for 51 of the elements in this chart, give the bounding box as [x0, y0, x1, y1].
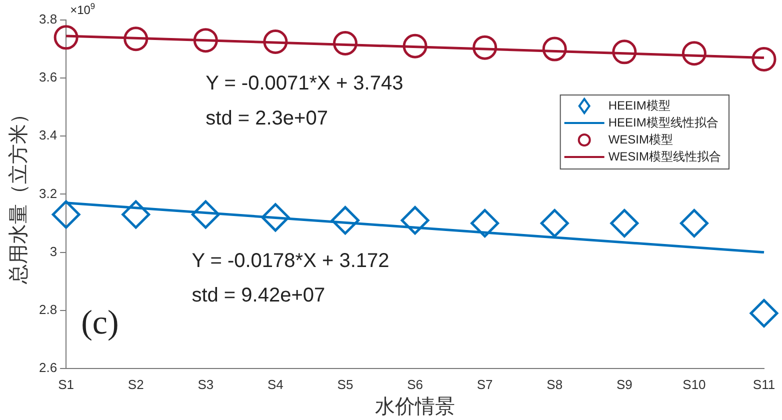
point: [400, 206, 430, 235]
annotation: std = 2.3e+07: [206, 108, 328, 130]
point: [52, 200, 80, 229]
point: [542, 36, 567, 62]
point: [193, 28, 218, 53]
annotation: Y = -0.0178*X + 3.172: [192, 250, 390, 272]
y-tick-label: 2.6: [38, 360, 58, 375]
x-tick-label: S1: [58, 376, 74, 392]
x-tick-label: S9: [616, 376, 632, 392]
point: [54, 25, 78, 50]
point: [752, 46, 776, 72]
point: [332, 30, 358, 56]
x-axis-title: 水价情景: [375, 394, 456, 418]
point: [682, 41, 706, 66]
x-tick-label: S2: [128, 376, 144, 392]
y-tick-label: 3: [50, 244, 58, 259]
point: [612, 40, 637, 64]
point: [191, 200, 220, 229]
point: [330, 206, 360, 235]
point: [124, 26, 148, 52]
annotation: std = 9.42e+07: [192, 284, 326, 307]
x-tick-label: S7: [476, 376, 493, 392]
point: [470, 208, 500, 238]
x-tick-label: S8: [546, 376, 563, 392]
point: [750, 298, 778, 328]
y-tick-label: 2.8: [38, 302, 58, 317]
x-tick-label: S11: [752, 376, 776, 392]
x-tick-label: S10: [682, 376, 706, 392]
point: [402, 34, 428, 58]
annotation: Y = -0.0071*X + 3.743: [206, 72, 404, 95]
x-tick-label: S6: [407, 376, 423, 392]
point: [540, 208, 569, 238]
y-tick-label: 3.4: [38, 128, 58, 143]
point: [263, 30, 288, 54]
point: [122, 200, 150, 229]
point: [610, 208, 639, 238]
legend-label: WESIM模型: [608, 132, 674, 146]
y-tick-label: 3.6: [38, 70, 58, 85]
x-tick-label: S5: [337, 376, 354, 392]
x-tick-label: S3: [198, 376, 214, 392]
legend-label: HEEIM模型: [608, 98, 670, 112]
legend-label: WESIM模型线性拟合: [608, 149, 722, 164]
y-tick-label: 3.8: [38, 12, 58, 27]
point: [261, 203, 290, 232]
y-tick-label: 3.2: [38, 186, 58, 201]
annotation: (c): [81, 304, 119, 342]
x-tick-label: S4: [267, 376, 284, 392]
point: [680, 208, 708, 238]
legend-label: HEEIM模型线性拟合: [608, 115, 718, 130]
point: [472, 35, 498, 60]
y-axis-title: 总用水量（立方米）: [6, 104, 30, 286]
